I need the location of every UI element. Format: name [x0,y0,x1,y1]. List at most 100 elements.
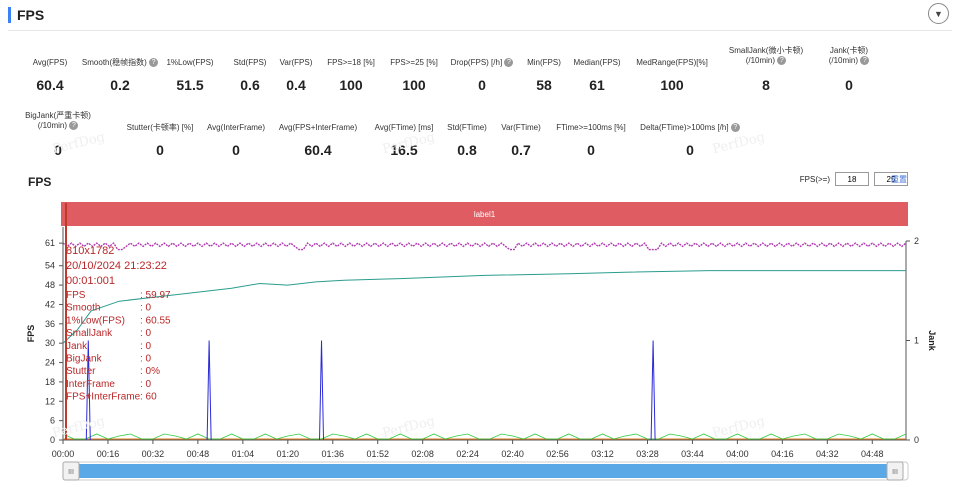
stat-label: Stutter(卡顿率) [%] [126,123,194,132]
stat-value: 0 [478,77,486,93]
scroll-handle-left [62,461,80,481]
stat-value: 0.8 [457,142,477,158]
stat-value: 8 [762,77,770,93]
x-tick-label: 00:00 [52,449,75,459]
section-divider [8,30,952,31]
stat-label: Std(FTime) [447,123,487,132]
x-tick-label: 00:48 [187,449,210,459]
x-tick-label: 04:48 [861,449,884,459]
grip-icon: III [68,469,74,476]
stat-19: Std(FTime) 0.8 [407,123,527,158]
scroll-handle-right [886,461,904,481]
tooltip-value: : 60 [140,392,157,403]
tooltip-key: BigJank [66,354,103,365]
jank-spike [650,340,656,441]
stat-value: 0 [845,77,853,93]
stat-label: SmallJank(微小卡顿) (/10min) ? [728,46,804,66]
stat-value: 0 [686,142,694,158]
x-tick-label: 04:32 [816,449,839,459]
y-tick-label: 12 [45,396,55,406]
x-tick-label: 04:00 [726,449,749,459]
stat-5: Var(FPS) 0.4 [236,58,356,93]
x-tick-label: 00:16 [97,449,120,459]
fps-filter: FPS(>=) [800,172,908,186]
stat-label: Avg(FTime) [ms] [374,123,434,132]
tooltip-key: Smooth [66,303,100,314]
stat-value: 100 [339,77,363,93]
stat-label: Drop(FPS) [/h] ? [422,58,542,68]
fps-threshold-2-input[interactable] [874,172,908,186]
stat-value: 0 [54,142,62,158]
stat-14: BigJank(严重卡顿) (/10min) ? 0 [0,111,118,158]
stat-22: Delta(FTime)>100ms [/h] ? 0 [630,123,750,158]
stat-20: Var(FTime) 0.7 [461,123,581,158]
jank-spike [319,340,325,441]
tooltip-key: Jank [66,341,88,352]
jank-spike [85,340,91,441]
y-tick-label: 30 [45,338,55,348]
tooltip-value: : 60.55 [140,315,171,326]
stat-value: 16.5 [390,142,418,158]
stat-4: Std(FPS) 0.6 [190,58,310,93]
help-icon[interactable]: ? [860,56,870,66]
stat-value: 0.4 [286,77,306,93]
stat-label: Median(FPS) [573,58,621,67]
stat-value: 0 [232,142,240,158]
fps-series [62,242,907,251]
y-tick-label: 54 [45,261,55,271]
stat-label: Smooth(稳帧指数) ? [60,58,180,68]
chart-title: FPS [28,175,52,189]
x-tick-label: 03:12 [591,449,614,459]
watermark: PerfDog [380,413,437,442]
fps-section-header: FPS [8,6,44,24]
tooltip-key: InterFrame [66,379,115,390]
x-tick-label: 03:28 [636,449,659,459]
stat-label: Std(FPS) [233,58,267,67]
stat-value: 51.5 [176,77,204,93]
help-icon[interactable]: ? [504,58,514,68]
reset-link[interactable]: 重置 [891,175,907,184]
y-tick-label: 6 [50,416,55,426]
x-tick-label: 00:32 [142,449,165,459]
stat-label: 1%Low(FPS) [166,58,214,67]
stat-11: MedRange(FPS)[%] 100 [612,58,732,93]
x-tick-label: 04:16 [771,449,794,459]
jank-spike [206,340,212,441]
stat-18: Avg(FTime) [ms] 16.5 [344,123,464,158]
tooltip-value: : 0 [140,354,152,365]
help-icon[interactable]: ? [777,56,787,66]
stat-label: Avg(FPS) [32,58,68,67]
tooltip-datetime: 20/10/2024 21:23:22 [66,260,167,272]
stat-13: Jank(卡顿) (/10min) ? 0 [789,46,909,93]
scrollbar-range [79,464,887,478]
stat-value: 60.4 [304,142,332,158]
y2-axis-label: Jank [927,330,937,352]
chevron-down-icon: ▼ [934,8,943,19]
tooltip-key: FPS+InterFrame [66,392,141,403]
stat-label: Min(FPS) [527,58,561,67]
help-icon[interactable]: ? [730,123,740,133]
x-tick-label: 02:08 [411,449,434,459]
y-axis-label: FPS [26,325,36,343]
stat-12: SmallJank(微小卡顿) (/10min) ? 8 [706,46,826,93]
stat-label: Jank(卡顿) (/10min) ? [828,46,870,66]
stat-value: 60.4 [36,77,64,93]
help-icon[interactable]: ? [149,58,159,68]
x-tick-label: 02:56 [546,449,569,459]
stat-label: Avg(FPS+InterFrame) [278,123,358,132]
tooltip-resolution: 810x1782 [66,245,114,257]
stat-2: Smooth(稳帧指数) ? 0.2 [60,58,180,93]
fps-threshold-1-input[interactable] [835,172,869,186]
section-title: FPS [17,7,45,23]
tooltip-time: 00:01:001 [66,275,115,287]
help-icon[interactable]: ? [69,121,79,131]
grip-icon: III [892,469,898,476]
x-tick-label: 01:20 [277,449,300,459]
stat-15: Stutter(卡顿率) [%] 0 [100,123,220,158]
stat-value: 0.7 [511,142,531,158]
collapse-button[interactable]: ▼ [928,3,949,24]
stat-value: 0 [587,142,595,158]
y-tick-label: 61 [45,238,55,248]
tooltip-value: : 0 [140,341,152,352]
stat-value: 100 [402,77,426,93]
